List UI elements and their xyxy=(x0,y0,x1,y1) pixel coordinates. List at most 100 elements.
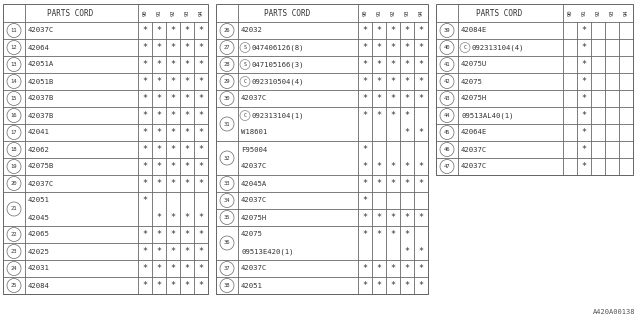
Text: *: * xyxy=(170,162,175,171)
Text: 42041: 42041 xyxy=(28,130,50,135)
Text: 93: 93 xyxy=(609,10,614,16)
Text: C: C xyxy=(244,113,246,118)
Text: *: * xyxy=(390,213,396,222)
Text: *: * xyxy=(362,111,367,120)
Text: *: * xyxy=(582,77,586,86)
Text: 21: 21 xyxy=(11,206,17,212)
Text: 047406126(8): 047406126(8) xyxy=(251,44,303,51)
Text: *: * xyxy=(582,111,586,120)
Text: *: * xyxy=(143,247,147,256)
Text: 23: 23 xyxy=(11,249,17,254)
Text: *: * xyxy=(390,264,396,273)
Text: *: * xyxy=(404,264,410,273)
Text: 14: 14 xyxy=(11,79,17,84)
Text: 18: 18 xyxy=(11,147,17,152)
Text: *: * xyxy=(143,230,147,239)
Text: 42037C: 42037C xyxy=(241,197,268,204)
Text: *: * xyxy=(143,281,147,290)
Text: 42075H: 42075H xyxy=(241,214,268,220)
Text: *: * xyxy=(157,230,161,239)
Text: *: * xyxy=(376,26,381,35)
Text: *: * xyxy=(362,162,367,171)
Text: *: * xyxy=(143,264,147,273)
Text: 42062: 42062 xyxy=(28,147,50,153)
Text: *: * xyxy=(419,162,424,171)
Text: *: * xyxy=(582,26,586,35)
Text: *: * xyxy=(184,162,189,171)
Text: *: * xyxy=(170,145,175,154)
Text: *: * xyxy=(198,60,204,69)
Text: *: * xyxy=(184,128,189,137)
Text: 34: 34 xyxy=(224,198,230,203)
Text: *: * xyxy=(170,213,175,222)
Text: *: * xyxy=(184,230,189,239)
Text: *: * xyxy=(157,145,161,154)
Text: 13: 13 xyxy=(11,62,17,67)
Text: 092313104(4): 092313104(4) xyxy=(471,44,524,51)
Bar xyxy=(3,4,208,294)
Text: *: * xyxy=(376,179,381,188)
Text: *: * xyxy=(157,247,161,256)
Text: 42051B: 42051B xyxy=(28,78,54,84)
Text: 42075U: 42075U xyxy=(461,61,487,68)
Text: 42037C: 42037C xyxy=(241,266,268,271)
Text: *: * xyxy=(198,77,204,86)
Text: 16: 16 xyxy=(11,113,17,118)
Text: *: * xyxy=(419,60,424,69)
Text: *: * xyxy=(376,60,381,69)
Text: *: * xyxy=(390,77,396,86)
Text: *: * xyxy=(404,94,410,103)
Text: 39: 39 xyxy=(444,28,451,33)
Text: *: * xyxy=(390,94,396,103)
Text: *: * xyxy=(390,281,396,290)
Text: *: * xyxy=(404,26,410,35)
Text: *: * xyxy=(362,196,367,205)
Text: C: C xyxy=(244,79,246,84)
Text: *: * xyxy=(157,77,161,86)
Text: 19: 19 xyxy=(11,164,17,169)
Text: 42031: 42031 xyxy=(28,266,50,271)
Text: *: * xyxy=(362,60,367,69)
Text: 45: 45 xyxy=(444,130,451,135)
Text: *: * xyxy=(184,43,189,52)
Text: 33: 33 xyxy=(224,181,230,186)
Text: 42037C: 42037C xyxy=(461,164,487,170)
Text: *: * xyxy=(157,128,161,137)
Text: *: * xyxy=(157,264,161,273)
Text: *: * xyxy=(376,162,381,171)
Text: *: * xyxy=(184,111,189,120)
Text: 42084E: 42084E xyxy=(461,28,487,34)
Text: *: * xyxy=(170,264,175,273)
Text: 43: 43 xyxy=(444,96,451,101)
Text: *: * xyxy=(419,77,424,86)
Text: *: * xyxy=(143,162,147,171)
Text: *: * xyxy=(157,281,161,290)
Text: *: * xyxy=(170,247,175,256)
Text: *: * xyxy=(362,145,367,154)
Text: *: * xyxy=(198,281,204,290)
Text: *: * xyxy=(184,26,189,35)
Text: *: * xyxy=(184,94,189,103)
Text: *: * xyxy=(170,94,175,103)
Text: 31: 31 xyxy=(224,122,230,126)
Text: 42075B: 42075B xyxy=(28,164,54,170)
Bar xyxy=(216,4,428,294)
Text: 092310504(4): 092310504(4) xyxy=(251,78,303,85)
Text: 37: 37 xyxy=(224,266,230,271)
Text: 41: 41 xyxy=(444,62,451,67)
Text: 22: 22 xyxy=(11,232,17,237)
Text: *: * xyxy=(143,94,147,103)
Text: 42075: 42075 xyxy=(241,231,263,237)
Text: *: * xyxy=(198,264,204,273)
Text: *: * xyxy=(419,281,424,290)
Text: 28: 28 xyxy=(224,62,230,67)
Text: *: * xyxy=(143,145,147,154)
Text: 93: 93 xyxy=(404,10,410,16)
Text: 42051A: 42051A xyxy=(28,61,54,68)
Text: *: * xyxy=(404,281,410,290)
Text: 42065: 42065 xyxy=(28,231,50,237)
Text: *: * xyxy=(404,230,410,239)
Text: 42032: 42032 xyxy=(241,28,263,34)
Text: 42075H: 42075H xyxy=(461,95,487,101)
Text: F95004: F95004 xyxy=(241,147,268,153)
